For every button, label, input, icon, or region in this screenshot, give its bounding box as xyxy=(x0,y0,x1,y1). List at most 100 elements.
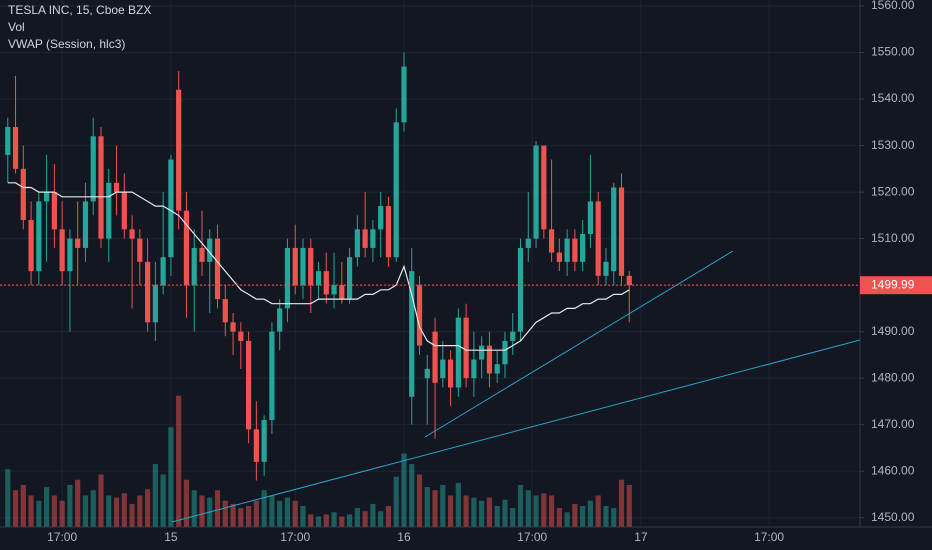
candle-body xyxy=(168,159,174,258)
candle-body xyxy=(541,145,547,230)
volume-bar xyxy=(36,500,42,527)
y-tick-label: 1460.00 xyxy=(871,463,915,477)
candle-body xyxy=(82,201,89,248)
candle-body xyxy=(494,364,500,374)
candle-body xyxy=(28,220,34,272)
volume-bar xyxy=(292,500,298,527)
vwap-line xyxy=(7,182,630,351)
volume-bar xyxy=(587,500,594,527)
candle-body xyxy=(572,238,578,262)
candle-body xyxy=(207,238,213,262)
volume-bar xyxy=(603,506,609,527)
volume-bar xyxy=(191,490,197,527)
candle-body xyxy=(176,89,182,211)
x-tick-label: 17:00 xyxy=(47,530,77,544)
candle-body xyxy=(401,66,407,123)
volume-bar xyxy=(618,479,625,527)
candle-body xyxy=(5,126,11,155)
volume-bar xyxy=(12,490,19,527)
candle-body xyxy=(510,331,516,341)
volume-bar xyxy=(82,495,89,527)
volume-bar xyxy=(323,514,329,527)
volume-bar xyxy=(253,500,259,527)
volume-bar xyxy=(370,503,376,527)
candle-body xyxy=(533,145,539,239)
candle-body xyxy=(346,257,353,300)
volume-bar xyxy=(261,490,267,527)
volume-bar xyxy=(168,427,174,527)
volume-bar xyxy=(300,506,306,527)
volume-bar xyxy=(160,474,166,527)
candle-body xyxy=(222,299,228,323)
candle-body xyxy=(626,275,632,286)
volume-bar xyxy=(611,508,617,527)
volume-bar xyxy=(533,495,539,527)
volume-bar xyxy=(98,474,104,527)
volume-bar xyxy=(401,453,407,527)
candle-body xyxy=(463,317,469,379)
volume-bar xyxy=(339,516,345,527)
candle-body xyxy=(587,201,594,234)
candle-body xyxy=(238,331,244,341)
candle-body xyxy=(51,192,57,230)
candle-body xyxy=(121,192,127,230)
volume-bar xyxy=(183,479,190,527)
volume-bar xyxy=(517,485,524,527)
volume-bar xyxy=(331,512,337,527)
candle-body xyxy=(90,136,96,202)
volume-bar xyxy=(416,474,423,527)
candle-body xyxy=(362,229,368,248)
candle-body xyxy=(106,182,112,239)
candle-body xyxy=(331,285,337,295)
volume-bar xyxy=(106,495,112,527)
volume-bar xyxy=(277,500,283,527)
volume-bar xyxy=(308,514,314,527)
volume-bar xyxy=(548,495,555,527)
volume-bar xyxy=(564,512,570,527)
candle-body xyxy=(284,247,291,309)
volume-bar xyxy=(75,479,81,527)
candle-body xyxy=(440,359,446,379)
candle-body xyxy=(253,429,259,462)
candle-body xyxy=(269,331,275,421)
volume-bar xyxy=(354,508,360,527)
volume-bar xyxy=(238,508,244,527)
candle-body xyxy=(471,359,477,379)
symbol-title: TESLA INC, 15, Cboe BZX xyxy=(8,3,151,17)
volume-bar xyxy=(385,506,392,527)
volume-bar xyxy=(409,464,415,527)
volume-bar xyxy=(556,508,562,527)
volume-bar xyxy=(393,476,399,527)
x-tick-label: 15 xyxy=(164,530,178,544)
y-tick-label: 1470.00 xyxy=(871,417,915,431)
candle-body xyxy=(191,247,197,286)
candle-body xyxy=(315,271,322,286)
y-tick-label: 1550.00 xyxy=(871,45,915,59)
candle-body xyxy=(323,271,329,295)
x-tick-label: 17:00 xyxy=(517,530,547,544)
volume-bar xyxy=(595,495,601,527)
volume-bar xyxy=(626,485,632,527)
y-tick-label: 1480.00 xyxy=(871,370,915,384)
candles xyxy=(0,52,860,481)
candle-body xyxy=(98,136,104,239)
y-tick-label: 1520.00 xyxy=(871,184,915,198)
volume-bar xyxy=(525,490,531,527)
candle-body xyxy=(214,238,221,300)
volume-bar xyxy=(269,495,275,527)
price-axis xyxy=(860,0,932,550)
candle-body xyxy=(393,122,399,258)
last-price-label: 1499.99 xyxy=(871,277,915,291)
trend-line xyxy=(171,339,861,523)
candle-body xyxy=(447,359,454,388)
candle-body xyxy=(409,271,415,397)
volume-bar xyxy=(572,503,578,527)
volume-bar xyxy=(145,489,151,527)
y-tick-label: 1560.00 xyxy=(871,0,915,12)
volume-bar xyxy=(230,503,236,527)
volume-bar xyxy=(463,495,469,527)
x-tick-label: 16 xyxy=(397,530,411,544)
volume-bar xyxy=(113,497,120,527)
candle-body xyxy=(129,229,135,239)
volume-bar xyxy=(67,485,73,527)
